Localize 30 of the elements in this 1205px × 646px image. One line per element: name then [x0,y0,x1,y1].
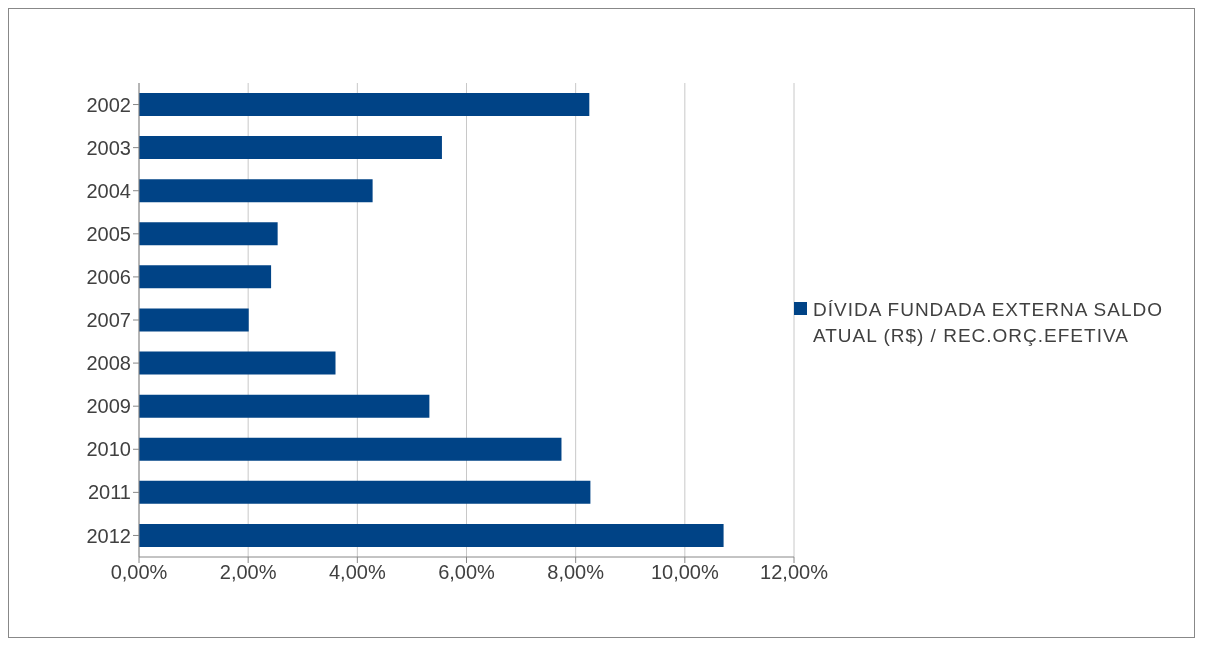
bar [139,179,373,203]
bar [139,222,278,246]
bar [139,523,724,547]
bar [139,394,430,418]
bar [139,351,336,375]
x-tick-label: 4,00% [328,561,386,584]
legend-label: DÍVIDA FUNDADA EXTERNA SALDO ATUAL (R$) / REC.ORÇ.EFETIVA [813,298,1165,348]
bar [139,93,590,116]
y-tick-label: 2005 [86,222,131,245]
bar [139,265,272,289]
y-tick-label: 2002 [86,93,131,116]
bar [139,437,562,461]
x-tick-label: 0,00% [110,561,168,584]
bar [139,136,442,160]
x-tick-label: 8,00% [547,561,605,584]
bar [139,480,591,504]
y-tick-label: 2007 [86,309,131,332]
y-tick-label: 2003 [86,136,131,159]
y-tick-label: 2008 [86,352,131,375]
y-tick-label: 2006 [86,266,131,289]
y-tick-label: 2004 [86,179,131,202]
x-tick-label: 12,00% [760,561,829,584]
y-tick-label: 2010 [86,438,131,461]
y-tick-label: 2012 [86,524,131,547]
bar [139,308,249,332]
x-tick-label: 10,00% [650,561,719,584]
y-tick-label: 2011 [87,481,131,504]
x-tick-label: 2,00% [219,561,277,584]
x-tick-label: 6,00% [438,561,496,584]
y-tick-label: 2009 [86,395,131,418]
